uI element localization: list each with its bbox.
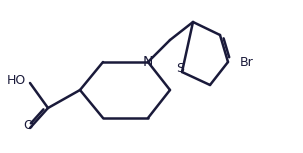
Text: O: O (23, 119, 33, 132)
Text: N: N (143, 55, 153, 69)
Text: S: S (176, 62, 184, 75)
Text: Br: Br (240, 56, 254, 69)
Text: HO: HO (7, 73, 26, 86)
